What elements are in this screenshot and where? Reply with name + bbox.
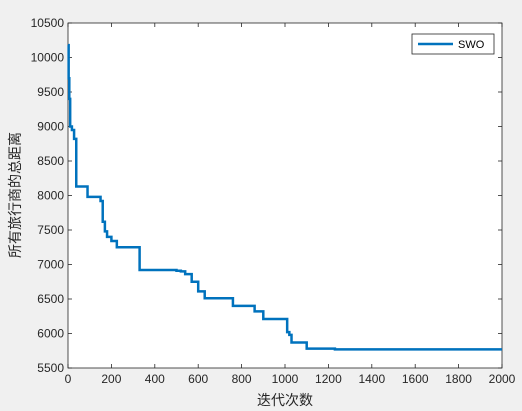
y-tick-label: 9000 — [37, 120, 64, 134]
legend-label-swo: SWO — [458, 39, 485, 51]
x-tick-label: 600 — [188, 372, 208, 386]
x-tick-label: 1800 — [445, 372, 472, 386]
axis-ticks — [67, 22, 503, 369]
x-axis-label: 迭代次数 — [257, 393, 313, 409]
y-tick-label: 7000 — [37, 258, 64, 272]
y-tick-label: 8500 — [37, 154, 64, 168]
x-tick-label: 1600 — [402, 372, 429, 386]
y-tick-label: 10000 — [31, 51, 65, 65]
x-tick-label: 0 — [65, 372, 72, 386]
y-axis-label: 所有旅行商的总距离 — [7, 132, 24, 258]
y-tick-label: 6500 — [37, 292, 64, 306]
x-tick-label: 1400 — [358, 372, 385, 386]
y-tick-label: 7500 — [37, 223, 64, 237]
x-tick-label: 1000 — [272, 372, 299, 386]
x-tick-label: 400 — [145, 372, 165, 386]
axis-tick-labels: 0 200 400 600 800 1000 1200 1400 1600 1800 2000 550… — [31, 16, 516, 386]
y-tick-label: 5500 — [37, 361, 64, 375]
y-tick-label: 6000 — [37, 327, 64, 341]
y-tick-label: 9500 — [37, 85, 64, 99]
x-tick-label: 200 — [101, 372, 121, 386]
series-line-swo — [67, 43, 502, 351]
y-tick-label: 8000 — [37, 189, 64, 203]
y-tick-label: 10500 — [31, 16, 65, 30]
x-tick-label: 800 — [232, 372, 252, 386]
plot-area — [67, 22, 503, 369]
x-tick-label: 2000 — [489, 372, 516, 386]
legend: SWO — [411, 33, 495, 55]
x-tick-label: 1200 — [315, 372, 342, 386]
series-layer — [67, 43, 502, 351]
